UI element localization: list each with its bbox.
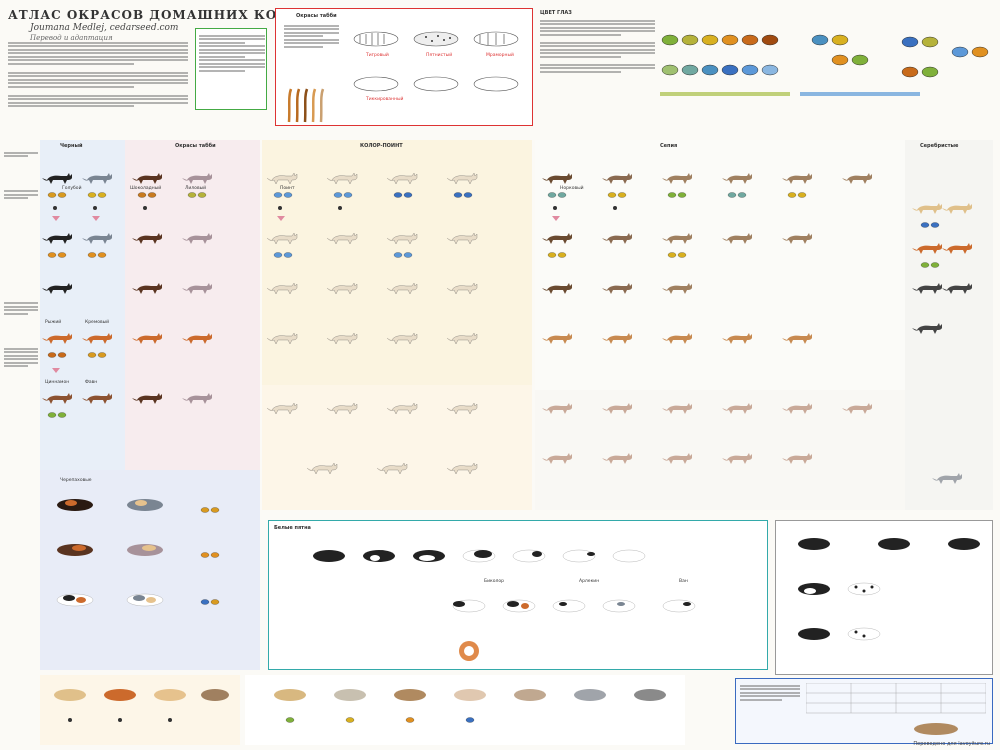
bottom-mid-cats <box>274 689 666 723</box>
bottom-panel-right <box>735 678 993 744</box>
spotting-patterns-box <box>775 520 993 675</box>
tabby-classic-label: Мраморный <box>486 53 514 58</box>
intro-text-block <box>8 40 188 130</box>
label-mink: Норковый <box>560 186 584 191</box>
white-spotting-cats <box>313 549 696 661</box>
hair-strands-illustration <box>287 88 325 123</box>
col-header-silver: Серебристые <box>920 143 959 149</box>
label-cinnamon: Циннамон <box>45 380 70 385</box>
label-lilac: Лиловый <box>185 186 207 191</box>
panel-silver <box>905 140 993 510</box>
cat-grid <box>42 172 972 484</box>
col-header-colorpoint: КОЛОР-ПОИНТ <box>360 143 403 149</box>
page-title: АТЛАС ОКРАСОВ ДОМАШНИХ КОШЕК <box>8 8 316 22</box>
label-chocolate: Шоколадный <box>130 186 162 191</box>
page-credit: Перевод и адаптация <box>30 34 113 42</box>
spotting-patterns-cats <box>798 538 980 641</box>
footer-credit: Переведено для lavoyiture.ru <box>913 741 990 747</box>
panel-sepia <box>535 140 905 390</box>
white-box-title: Белые пятна <box>274 525 311 531</box>
bottom-panel-mid <box>245 675 685 745</box>
label-van: Ван <box>679 579 688 584</box>
genetics-table <box>806 683 986 735</box>
label-cream: Кремовый <box>85 320 110 325</box>
tabby-box-title: Окрасы табби <box>296 13 337 19</box>
white-spotting-box: Белые пятна Биколор Арлекин Ван <box>268 520 768 670</box>
tabby-spotted-label: Пятнистый <box>426 53 453 58</box>
eye-color-text <box>540 18 655 113</box>
tortie-cats <box>56 499 220 607</box>
label-blue: Голубой <box>62 186 82 191</box>
tabby-genetics-box: Окрасы табби Тигровый Пятнистый Мраморны… <box>275 8 533 126</box>
left-margin-notes <box>4 150 38 540</box>
page-subtitle: Joumana Medlej, cedarseed.com <box>30 23 179 33</box>
bottom-left-cats <box>54 689 229 722</box>
tabby-mackerel-label: Тигровый <box>366 53 389 58</box>
bottom-panel-left <box>40 675 240 745</box>
label-bicolor: Биколор <box>484 579 504 584</box>
eye-color-chart <box>660 34 989 96</box>
col-header-tabby: Окрасы табби <box>175 143 216 149</box>
label-point: Поинт <box>280 186 295 191</box>
col-header-solid: Черный <box>60 143 83 149</box>
tabby-pattern-illustration <box>353 31 519 92</box>
label-harlequin: Арлекин <box>579 579 600 584</box>
panel-mink <box>535 390 905 510</box>
eye-color-title: ЦВЕТ ГЛАЗ <box>540 10 572 16</box>
col-header-sepia: Сепия <box>660 143 678 149</box>
label-fawn: Фавн <box>85 380 98 385</box>
panel-colorpoint-lower <box>262 385 532 510</box>
info-box-green <box>195 28 267 110</box>
label-red: Рыжий <box>45 320 62 325</box>
label-tortie: Черепаховые <box>60 478 92 483</box>
tabby-ticked-label: Тиккированный <box>366 97 404 102</box>
